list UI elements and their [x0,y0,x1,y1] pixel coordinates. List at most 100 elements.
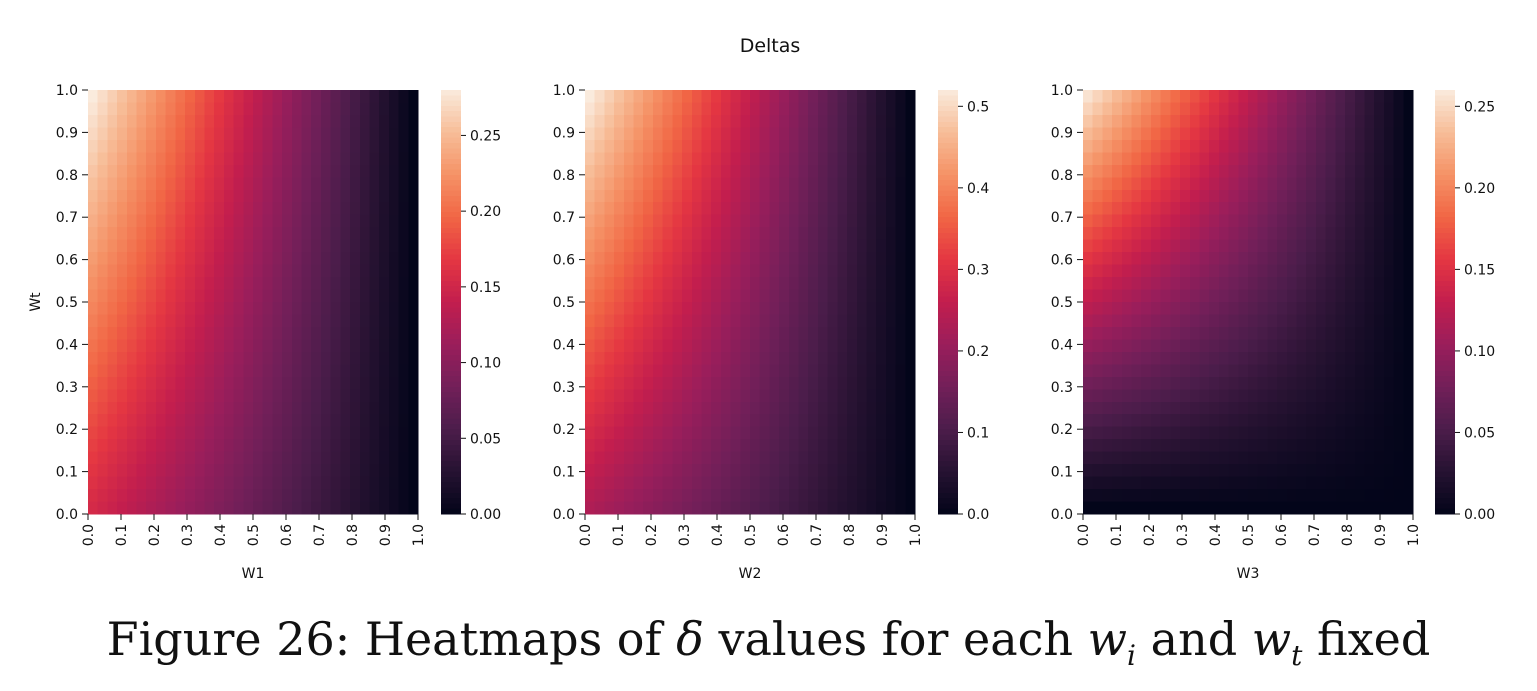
heatmap-cell [905,439,916,453]
heatmap-cell [1170,202,1181,216]
heatmap-cell [223,476,235,490]
heatmap-cell [1112,326,1123,341]
x-tick-label: 0.9 [378,524,394,546]
heatmap-cell [282,139,293,153]
heatmap-cell [340,326,351,341]
heatmap-cell [750,489,761,503]
heatmap-cell [1189,314,1201,328]
heatmap-cell [369,289,380,303]
heatmap-cell [136,202,147,216]
heatmap-cell [798,239,809,253]
heatmap-cell [1403,289,1414,303]
heatmap-cell [311,376,322,390]
heatmap-cell [1383,264,1395,278]
heatmap-cell [1277,239,1288,253]
heatmap-cell [1374,426,1385,440]
heatmap-cell [1345,364,1356,378]
heatmap-cell [1267,376,1278,390]
heatmap-cell [301,114,312,129]
heatmap-cell [847,177,858,191]
heatmap-cell [146,476,157,490]
heatmap-cell [369,439,380,453]
heatmap-cell [330,239,341,253]
heatmap-cell [740,239,751,253]
heatmap-cell [282,489,293,503]
heatmap-cell [1170,177,1181,191]
heatmap-cell [662,252,673,266]
heatmap-cell [1131,439,1142,453]
heatmap-cell [233,476,244,490]
heatmap-cell [107,277,118,291]
heatmap-cell [847,102,858,116]
heatmap-cell [1345,264,1356,278]
y-tick-label: 0.0 [1051,507,1073,523]
heatmap-cell [1121,426,1133,440]
heatmap-cell [711,127,722,141]
heatmap-cell [262,464,274,478]
heatmap-cell [1374,239,1385,253]
heatmap-cell [633,476,644,490]
colorbar-segment [938,482,958,489]
heatmap-cell [691,102,703,116]
heatmap-cell [214,177,225,191]
heatmap-cell [817,277,829,291]
heatmap-cell [1267,339,1278,353]
heatmap-cell [672,202,683,216]
heatmap-cell [117,202,128,216]
heatmap-cell [682,501,693,515]
heatmap-cell [223,389,235,403]
heatmap-cell [1364,127,1375,141]
heatmap-cell [272,414,283,428]
heatmap-cell [759,389,771,403]
heatmap-cell [350,127,361,141]
heatmap-cell [291,277,303,291]
heatmap-cell [214,439,225,453]
heatmap-cell [1306,177,1317,191]
heatmap-cell [1315,152,1327,166]
heatmap-cell [1228,364,1239,378]
heatmap-cell [194,189,206,203]
heatmap-cell [311,464,322,478]
heatmap-cell [1102,476,1113,490]
heatmap-cell [214,264,225,278]
heatmap-cell [1199,326,1210,341]
heatmap-cell [1296,102,1307,116]
heatmap-cell [662,376,673,390]
heatmap-cell [604,214,615,228]
heatmap-cell [604,351,615,365]
heatmap-cell [320,451,332,465]
heatmap-cell [175,114,186,129]
heatmap-cell [233,302,244,316]
colorbar-segment [1435,408,1455,414]
heatmap-cell [1403,302,1414,316]
heatmap-cell [233,401,244,415]
heatmap-cell [272,239,283,253]
heatmap-cell [1286,339,1298,353]
heatmap-cell [604,376,615,390]
heatmap-cell [652,214,664,228]
heatmap-cell [272,189,283,203]
heatmap-cell [720,252,732,266]
heatmap-cell [136,364,147,378]
heatmap-cell [388,476,400,490]
heatmap-cell [1277,152,1288,166]
heatmap-cell [272,114,283,129]
heatmap-cell [1170,302,1181,316]
heatmap-cell [847,426,858,440]
heatmap-cell [1286,239,1298,253]
heatmap-cell [711,389,722,403]
heatmap-cell [233,252,244,266]
heatmap-cell [1403,364,1414,378]
heatmap-cell [614,289,625,303]
heatmap-cell [369,314,380,328]
heatmap-cell [759,202,771,216]
heatmap-cell [97,289,109,303]
heatmap-cell [175,302,186,316]
heatmap-cell [905,114,916,129]
heatmap-cell [1199,164,1210,178]
heatmap-cell [408,389,419,403]
heatmap-cell [652,102,664,116]
heatmap-cell [633,252,644,266]
heatmap-cell [1325,339,1336,353]
y-tick-label: 0.1 [553,465,575,481]
